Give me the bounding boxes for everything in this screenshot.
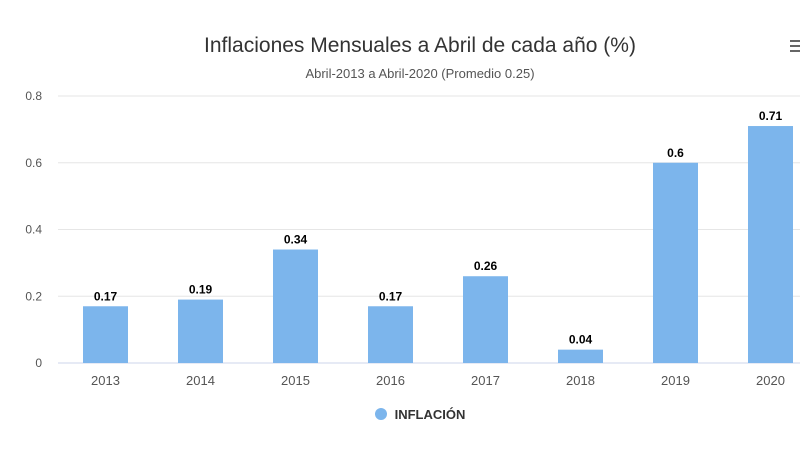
data-label-2014: 0.19 <box>189 283 213 297</box>
bar-2016 <box>368 306 413 363</box>
data-label-2020: 0.71 <box>759 109 783 123</box>
bar-2015 <box>273 249 318 363</box>
bar-2020 <box>748 126 793 363</box>
bar-2017 <box>463 276 508 363</box>
bar-2013 <box>83 306 128 363</box>
data-label-2019: 0.6 <box>667 146 684 160</box>
data-label-2015: 0.34 <box>284 233 308 247</box>
x-tick-label-2017: 2017 <box>471 373 500 388</box>
data-label-2013: 0.17 <box>94 289 118 303</box>
y-tick-label: 0.8 <box>25 89 42 103</box>
chart-subtitle: Abril-2013 a Abril-2020 (Promedio 0.25) <box>305 66 535 81</box>
data-label-2018: 0.04 <box>569 333 593 347</box>
y-tick-label: 0.4 <box>25 223 42 237</box>
x-tick-label-2019: 2019 <box>661 373 690 388</box>
bar-2018 <box>558 349 603 363</box>
y-tick-label: 0.6 <box>25 156 42 170</box>
x-tick-label-2015: 2015 <box>281 373 310 388</box>
bar-2014 <box>178 299 223 363</box>
bar-2019 <box>653 162 698 363</box>
x-tick-label-2014: 2014 <box>186 373 215 388</box>
legend-marker <box>374 408 387 420</box>
legend[interactable]: INFLACIÓN <box>0 407 800 422</box>
x-tick-label-2013: 2013 <box>91 373 120 388</box>
x-tick-label-2016: 2016 <box>376 373 405 388</box>
chart-title: Inflaciones Mensuales a Abril de cada añ… <box>204 34 636 57</box>
y-tick-label: 0 <box>35 356 42 370</box>
data-label-2016: 0.17 <box>379 289 403 303</box>
data-label-2017: 0.26 <box>474 259 498 273</box>
x-tick-label-2018: 2018 <box>566 373 595 388</box>
hamburger-menu-icon[interactable] <box>790 40 800 54</box>
y-tick-label: 0.2 <box>25 289 42 303</box>
legend-label: INFLACIÓN <box>394 407 466 422</box>
x-tick-label-2020: 2020 <box>756 373 785 388</box>
